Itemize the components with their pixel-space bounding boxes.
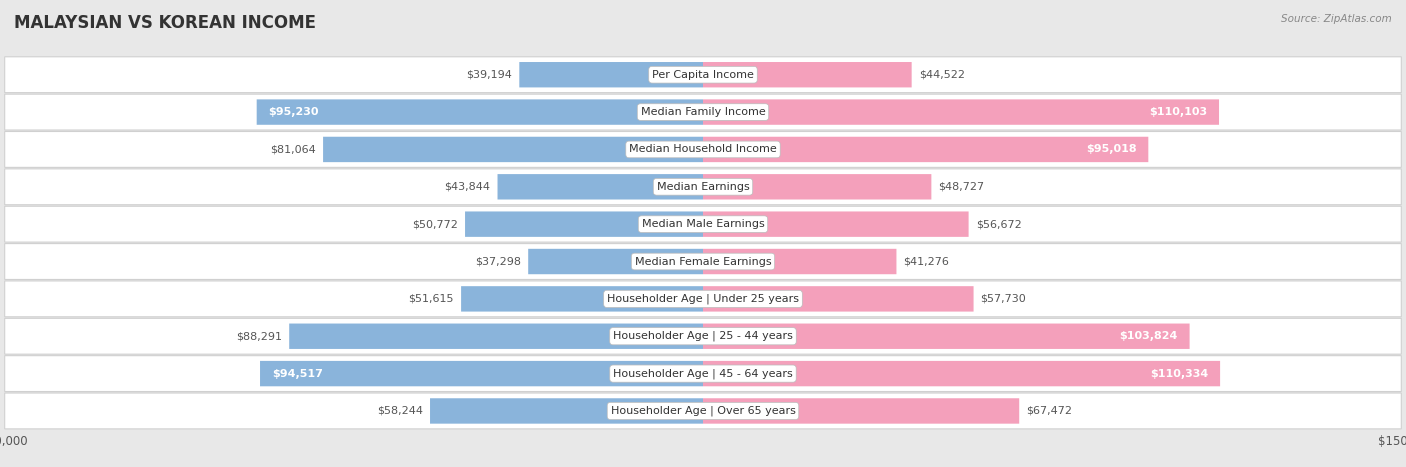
Text: Source: ZipAtlas.com: Source: ZipAtlas.com [1281, 14, 1392, 24]
Text: $88,291: $88,291 [236, 331, 283, 341]
FancyBboxPatch shape [4, 94, 1402, 130]
FancyBboxPatch shape [461, 286, 703, 311]
Text: Householder Age | 45 - 64 years: Householder Age | 45 - 64 years [613, 368, 793, 379]
FancyBboxPatch shape [4, 169, 1402, 205]
Text: $37,298: $37,298 [475, 256, 522, 267]
Text: Householder Age | 25 - 44 years: Householder Age | 25 - 44 years [613, 331, 793, 341]
FancyBboxPatch shape [703, 398, 1019, 424]
Text: $95,230: $95,230 [269, 107, 319, 117]
Text: $39,194: $39,194 [467, 70, 512, 80]
FancyBboxPatch shape [703, 99, 1219, 125]
Text: $44,522: $44,522 [918, 70, 965, 80]
FancyBboxPatch shape [465, 212, 703, 237]
Text: $110,103: $110,103 [1149, 107, 1208, 117]
FancyBboxPatch shape [703, 174, 931, 199]
FancyBboxPatch shape [257, 99, 703, 125]
FancyBboxPatch shape [4, 244, 1402, 279]
FancyBboxPatch shape [290, 324, 703, 349]
Text: $94,517: $94,517 [271, 368, 322, 379]
Text: $43,844: $43,844 [444, 182, 491, 192]
Text: $41,276: $41,276 [904, 256, 949, 267]
FancyBboxPatch shape [4, 318, 1402, 354]
Text: Median Earnings: Median Earnings [657, 182, 749, 192]
FancyBboxPatch shape [703, 249, 897, 274]
FancyBboxPatch shape [4, 57, 1402, 92]
FancyBboxPatch shape [4, 132, 1402, 167]
Text: Median Female Earnings: Median Female Earnings [634, 256, 772, 267]
Text: $67,472: $67,472 [1026, 406, 1073, 416]
FancyBboxPatch shape [4, 281, 1402, 317]
Text: $51,615: $51,615 [409, 294, 454, 304]
Text: Per Capita Income: Per Capita Income [652, 70, 754, 80]
FancyBboxPatch shape [519, 62, 703, 87]
FancyBboxPatch shape [4, 206, 1402, 242]
Text: $58,244: $58,244 [377, 406, 423, 416]
Text: $81,064: $81,064 [270, 144, 316, 155]
Text: $56,672: $56,672 [976, 219, 1021, 229]
FancyBboxPatch shape [703, 212, 969, 237]
FancyBboxPatch shape [703, 286, 973, 311]
Text: $110,334: $110,334 [1150, 368, 1208, 379]
FancyBboxPatch shape [703, 62, 911, 87]
Text: MALAYSIAN VS KOREAN INCOME: MALAYSIAN VS KOREAN INCOME [14, 14, 316, 32]
Text: Median Male Earnings: Median Male Earnings [641, 219, 765, 229]
FancyBboxPatch shape [703, 137, 1149, 162]
FancyBboxPatch shape [430, 398, 703, 424]
Text: Householder Age | Over 65 years: Householder Age | Over 65 years [610, 406, 796, 416]
FancyBboxPatch shape [260, 361, 703, 386]
FancyBboxPatch shape [529, 249, 703, 274]
FancyBboxPatch shape [703, 361, 1220, 386]
FancyBboxPatch shape [323, 137, 703, 162]
Text: $57,730: $57,730 [980, 294, 1026, 304]
Text: Householder Age | Under 25 years: Householder Age | Under 25 years [607, 294, 799, 304]
FancyBboxPatch shape [4, 393, 1402, 429]
Text: Median Family Income: Median Family Income [641, 107, 765, 117]
FancyBboxPatch shape [4, 356, 1402, 391]
Text: Median Household Income: Median Household Income [628, 144, 778, 155]
Text: $95,018: $95,018 [1085, 144, 1136, 155]
Text: $48,727: $48,727 [938, 182, 984, 192]
Text: $50,772: $50,772 [412, 219, 458, 229]
Text: $103,824: $103,824 [1119, 331, 1178, 341]
FancyBboxPatch shape [498, 174, 703, 199]
FancyBboxPatch shape [703, 324, 1189, 349]
